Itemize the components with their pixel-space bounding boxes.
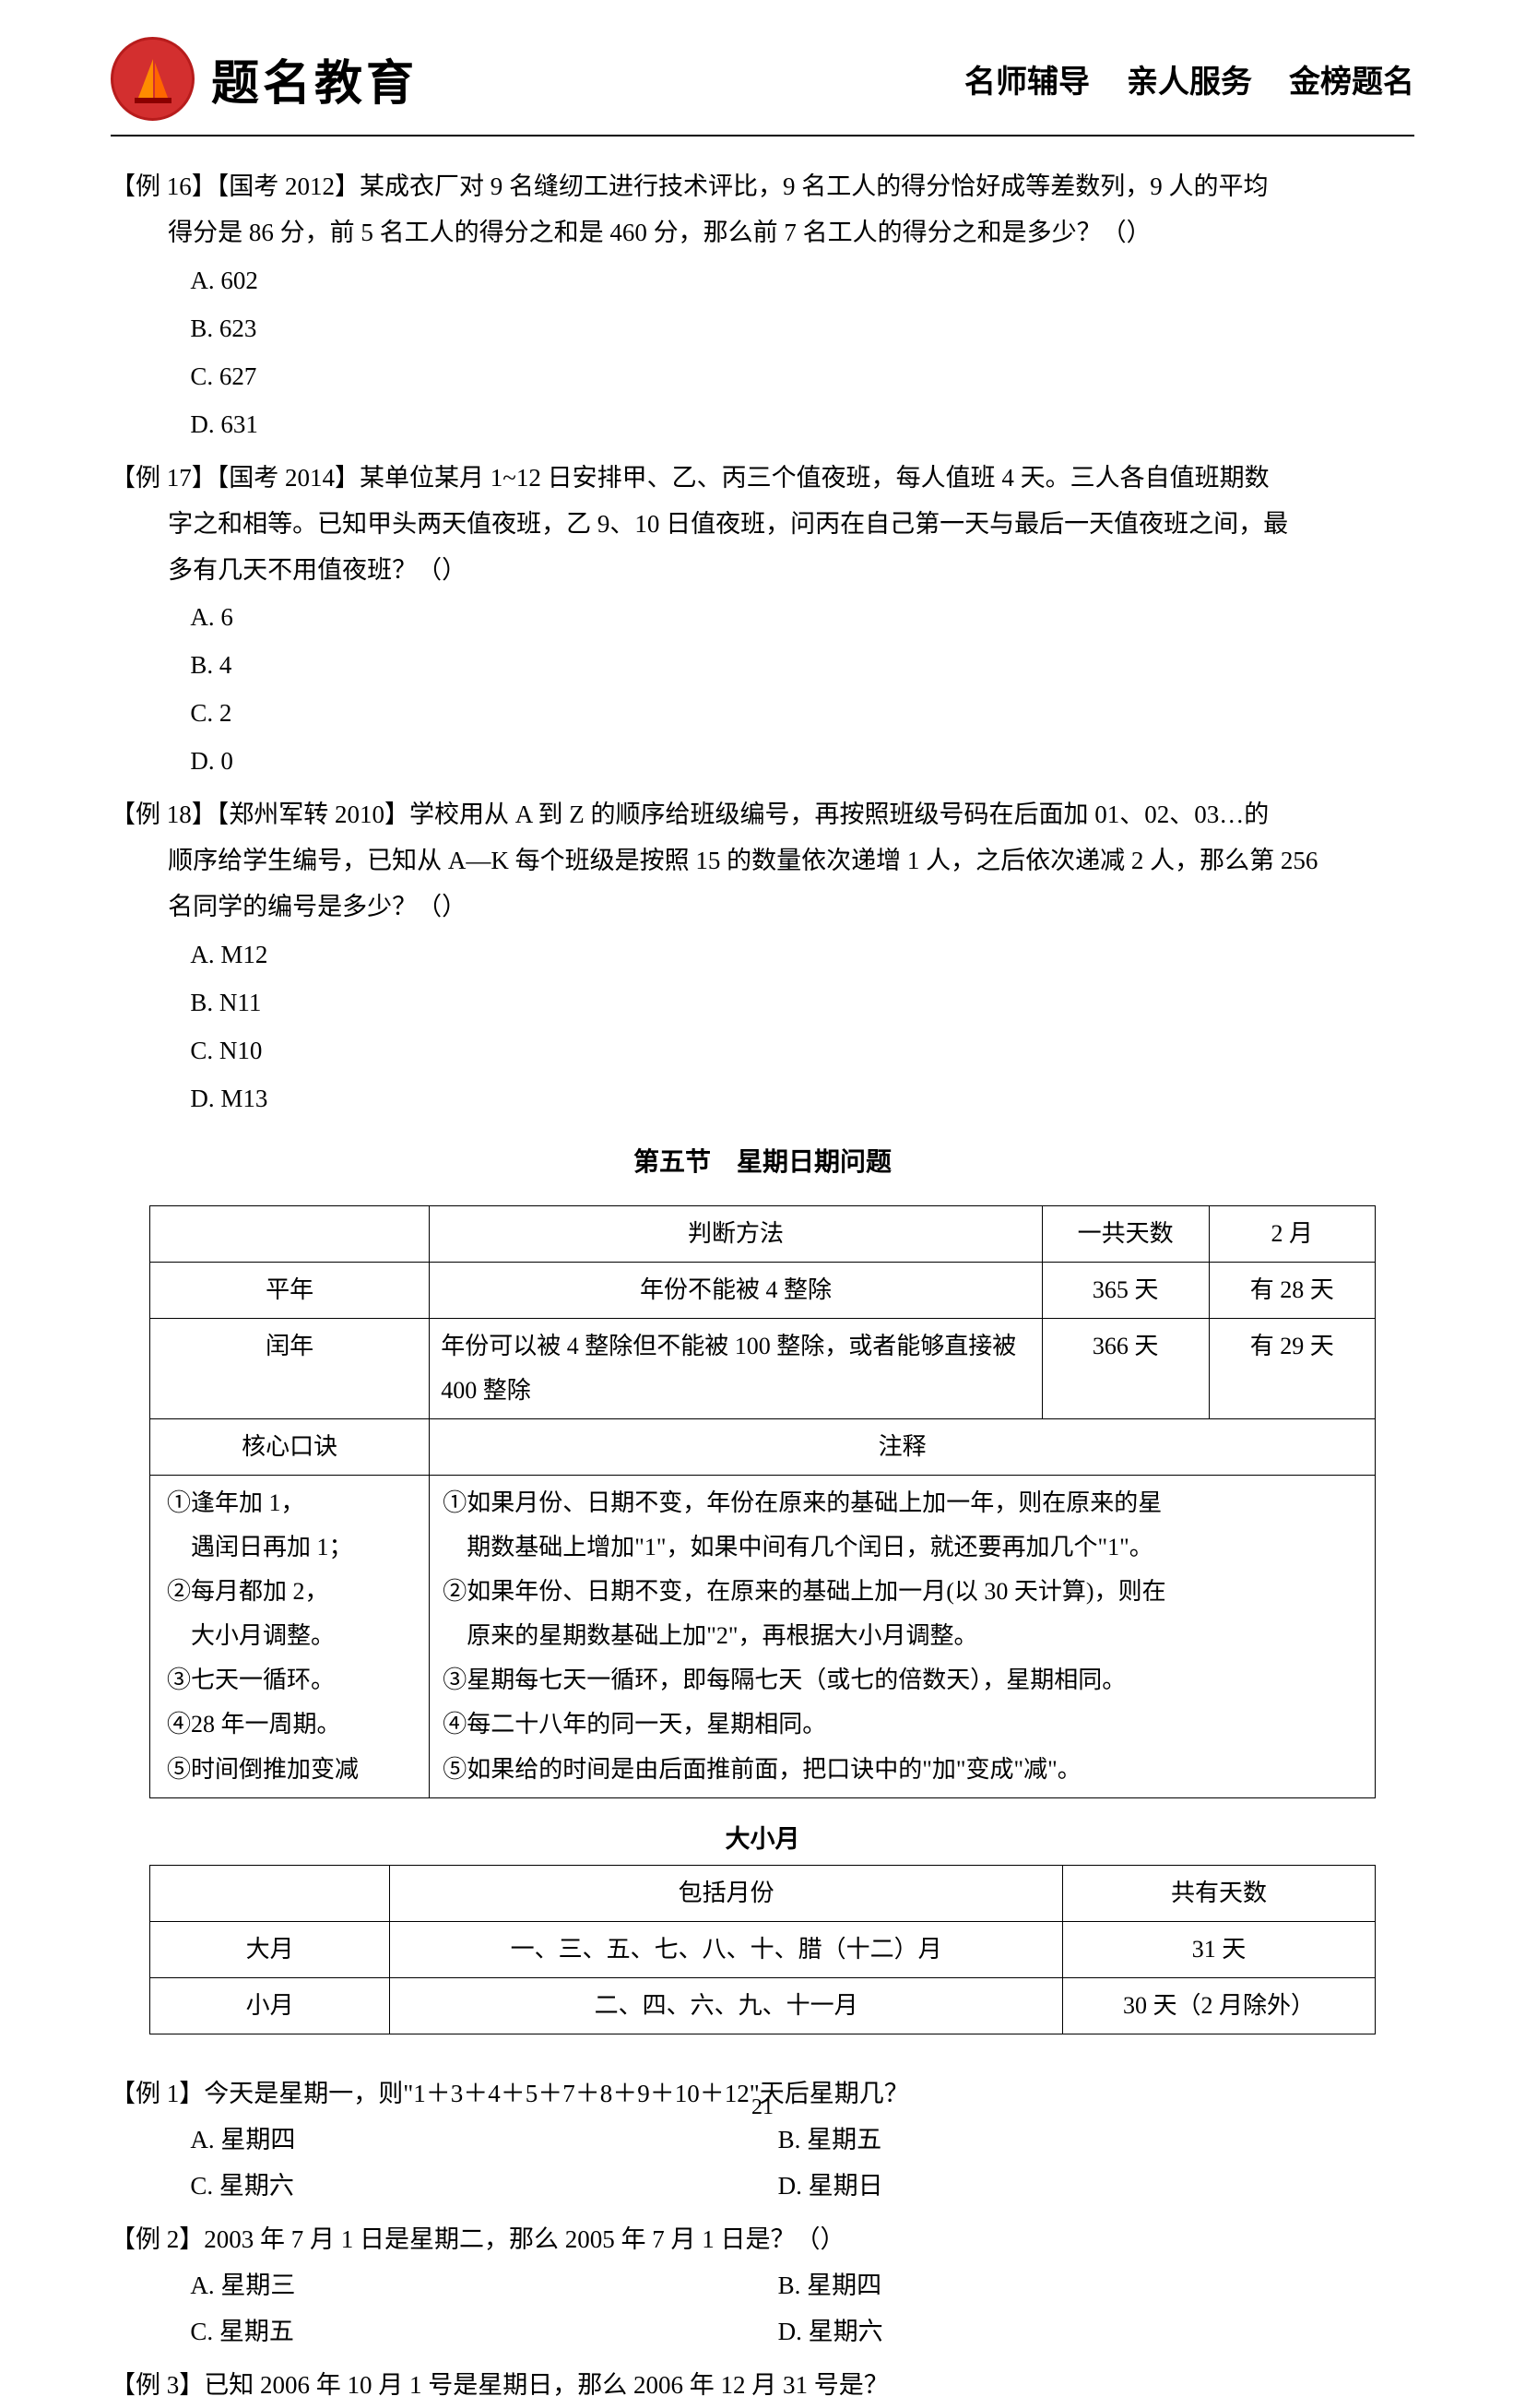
q16-options: A. 602 B. 623 C. 627 D. 631 (111, 258, 1414, 448)
q18-opt-a: A. M12 (190, 932, 1414, 979)
header-divider (111, 135, 1414, 136)
q2-opt-d: D. 星期六 (778, 2309, 1365, 2355)
t1-h-1: 判断方法 (430, 1205, 1042, 1262)
q17-opt-c: C. 2 (190, 691, 1414, 737)
t2-r1-c2: 30 天（2 月除外） (1063, 1977, 1376, 2034)
q1-opt-c: C. 星期六 (190, 2164, 777, 2210)
q3-label: 【例 3】 (111, 2371, 204, 2399)
q17-opt-b: B. 4 (190, 643, 1414, 689)
q18-line3: 名同学的编号是多少？（） (111, 884, 1414, 931)
t1-h-0 (150, 1205, 430, 1262)
t2-h-2: 共有天数 (1063, 1865, 1376, 1921)
t1-r0-c0: 平年 (150, 1262, 430, 1318)
t1-r1-c0: 闰年 (150, 1318, 430, 1418)
question-18: 【例 18】【郑州军转 2010】学校用从 A 到 Z 的顺序给班级编号，再按照… (111, 792, 1414, 1122)
q18-line2: 顺序给学生编号，已知从 A—K 每个班级是按照 15 的数量依次递增 1 人，之… (111, 838, 1414, 884)
t1-kernel: ①逢年加 1， 遇闰日再加 1； ②每月都加 2， 大小月调整。 ③七天一循环。… (150, 1476, 430, 1798)
section-title: 第五节 星期日期问题 (111, 1139, 1414, 1187)
slogan-3: 金榜题名 (1289, 56, 1414, 101)
q18-opt-b: B. N11 (190, 980, 1414, 1026)
q1-opt-a: A. 星期四 (190, 2117, 777, 2164)
page-header: 题名教育 名师辅导 亲人服务 金榜题名 (111, 37, 1414, 121)
q3-text: 已知 2006 年 10 月 1 号是星期日，那么 2006 年 12 月 31… (204, 2371, 889, 2399)
q16-label: 【例 16】【国考 2012】 (111, 172, 360, 200)
q18-line1: 学校用从 A 到 Z 的顺序给班级编号，再按照班级号码在后面加 01、02、03… (409, 801, 1269, 828)
q17-line2: 字之和相等。已知甲头两天值夜班，乙 9、10 日值夜班，问丙在自己第一天与最后一… (111, 502, 1414, 548)
q2-opt-a: A. 星期三 (190, 2263, 777, 2309)
brand-logo (111, 37, 195, 121)
t2-r0-c1: 一、三、五、七、八、十、腊（十二）月 (390, 1921, 1063, 1977)
slogan-2: 亲人服务 (1127, 56, 1252, 101)
q16-opt-b: B. 623 (190, 306, 1414, 352)
t2-r1-c0: 小月 (150, 1977, 390, 2034)
t2-h-0 (150, 1865, 390, 1921)
q1-options: A. 星期四B. 星期五 C. 星期六D. 星期日 (111, 2117, 1414, 2210)
t2-r0-c0: 大月 (150, 1921, 390, 1977)
t1-r1-c1: 年份可以被 4 整除但不能被 100 整除，或者能够直接被 400 整除 (430, 1318, 1042, 1418)
page-number: 21 (0, 2095, 1525, 2120)
t1-notes: ①如果月份、日期不变，年份在原来的基础上加一年，则在原来的星 期数基础上增加"1… (430, 1476, 1376, 1798)
t1-lh-0: 核心口诀 (150, 1418, 430, 1475)
q2-text: 2003 年 7 月 1 日是星期二，那么 2005 年 7 月 1 日是？（） (204, 2225, 845, 2253)
t1-r0-c3: 有 28 天 (1209, 1262, 1375, 1318)
table-year-rules: 判断方法 一共天数 2 月 平年 年份不能被 4 整除 365 天 有 28 天… (149, 1205, 1376, 1798)
q2-label: 【例 2】 (111, 2225, 204, 2253)
t2-h-1: 包括月份 (390, 1865, 1063, 1921)
t1-h-2: 一共天数 (1042, 1205, 1209, 1262)
q17-options: A. 6 B. 4 C. 2 D. 0 (111, 595, 1414, 785)
q18-opt-c: C. N10 (190, 1028, 1414, 1074)
q17-label: 【例 17】【国考 2014】 (111, 464, 360, 492)
question-16: 【例 16】【国考 2012】某成衣厂对 9 名缝纫工进行技术评比，9 名工人的… (111, 164, 1414, 448)
q16-line1: 某成衣厂对 9 名缝纫工进行技术评比，9 名工人的得分恰好成等差数列，9 人的平… (360, 172, 1269, 200)
q18-opt-d: D. M13 (190, 1076, 1414, 1122)
t1-lh-1: 注释 (430, 1418, 1376, 1475)
t1-r1-c3: 有 29 天 (1209, 1318, 1375, 1418)
q17-opt-a: A. 6 (190, 595, 1414, 641)
q16-opt-a: A. 602 (190, 258, 1414, 304)
q17-line3: 多有几天不用值夜班？（） (111, 548, 1414, 594)
page-content: 【例 16】【国考 2012】某成衣厂对 9 名缝纫工进行技术评比，9 名工人的… (111, 164, 1414, 2408)
q18-label: 【例 18】【郑州军转 2010】 (111, 801, 409, 828)
q18-options: A. M12 B. N11 C. N10 D. M13 (111, 932, 1414, 1122)
q17-opt-d: D. 0 (190, 739, 1414, 785)
table2-title: 大小月 (111, 1817, 1414, 1863)
t1-r1-c2: 366 天 (1042, 1318, 1209, 1418)
q16-line2: 得分是 86 分，前 5 名工人的得分之和是 460 分，那么前 7 名工人的得… (111, 210, 1414, 256)
question-2: 【例 2】2003 年 7 月 1 日是星期二，那么 2005 年 7 月 1 … (111, 2217, 1414, 2355)
q1-opt-d: D. 星期日 (778, 2164, 1365, 2210)
t1-r0-c1: 年份不能被 4 整除 (430, 1262, 1042, 1318)
table-months: 包括月份 共有天数 大月 一、三、五、七、八、十、腊（十二）月 31 天 小月 … (149, 1865, 1376, 2034)
question-17: 【例 17】【国考 2014】某单位某月 1~12 日安排甲、乙、丙三个值夜班，… (111, 456, 1414, 786)
q2-opt-c: C. 星期五 (190, 2309, 777, 2355)
t2-r0-c2: 31 天 (1063, 1921, 1376, 1977)
q16-opt-c: C. 627 (190, 354, 1414, 400)
question-1: 【例 1】今天是星期一，则"1＋3＋4＋5＋7＋8＋9＋10＋12"天后星期几？… (111, 2071, 1414, 2210)
header-slogans: 名师辅导 亲人服务 金榜题名 (964, 56, 1414, 101)
t1-h-3: 2 月 (1209, 1205, 1375, 1262)
q17-line1: 某单位某月 1~12 日安排甲、乙、丙三个值夜班，每人值班 4 天。三人各自值班… (360, 464, 1270, 492)
t1-r0-c2: 365 天 (1042, 1262, 1209, 1318)
q16-opt-d: D. 631 (190, 402, 1414, 448)
q2-opt-b: B. 星期四 (778, 2263, 1365, 2309)
q1-opt-b: B. 星期五 (778, 2117, 1365, 2164)
t2-r1-c1: 二、四、六、九、十一月 (390, 1977, 1063, 2034)
slogan-1: 名师辅导 (964, 56, 1090, 101)
q2-options: A. 星期三B. 星期四 C. 星期五D. 星期六 (111, 2263, 1414, 2355)
brand-name: 题名教育 (211, 44, 418, 113)
question-3: 【例 3】已知 2006 年 10 月 1 号是星期日，那么 2006 年 12… (111, 2363, 1414, 2408)
